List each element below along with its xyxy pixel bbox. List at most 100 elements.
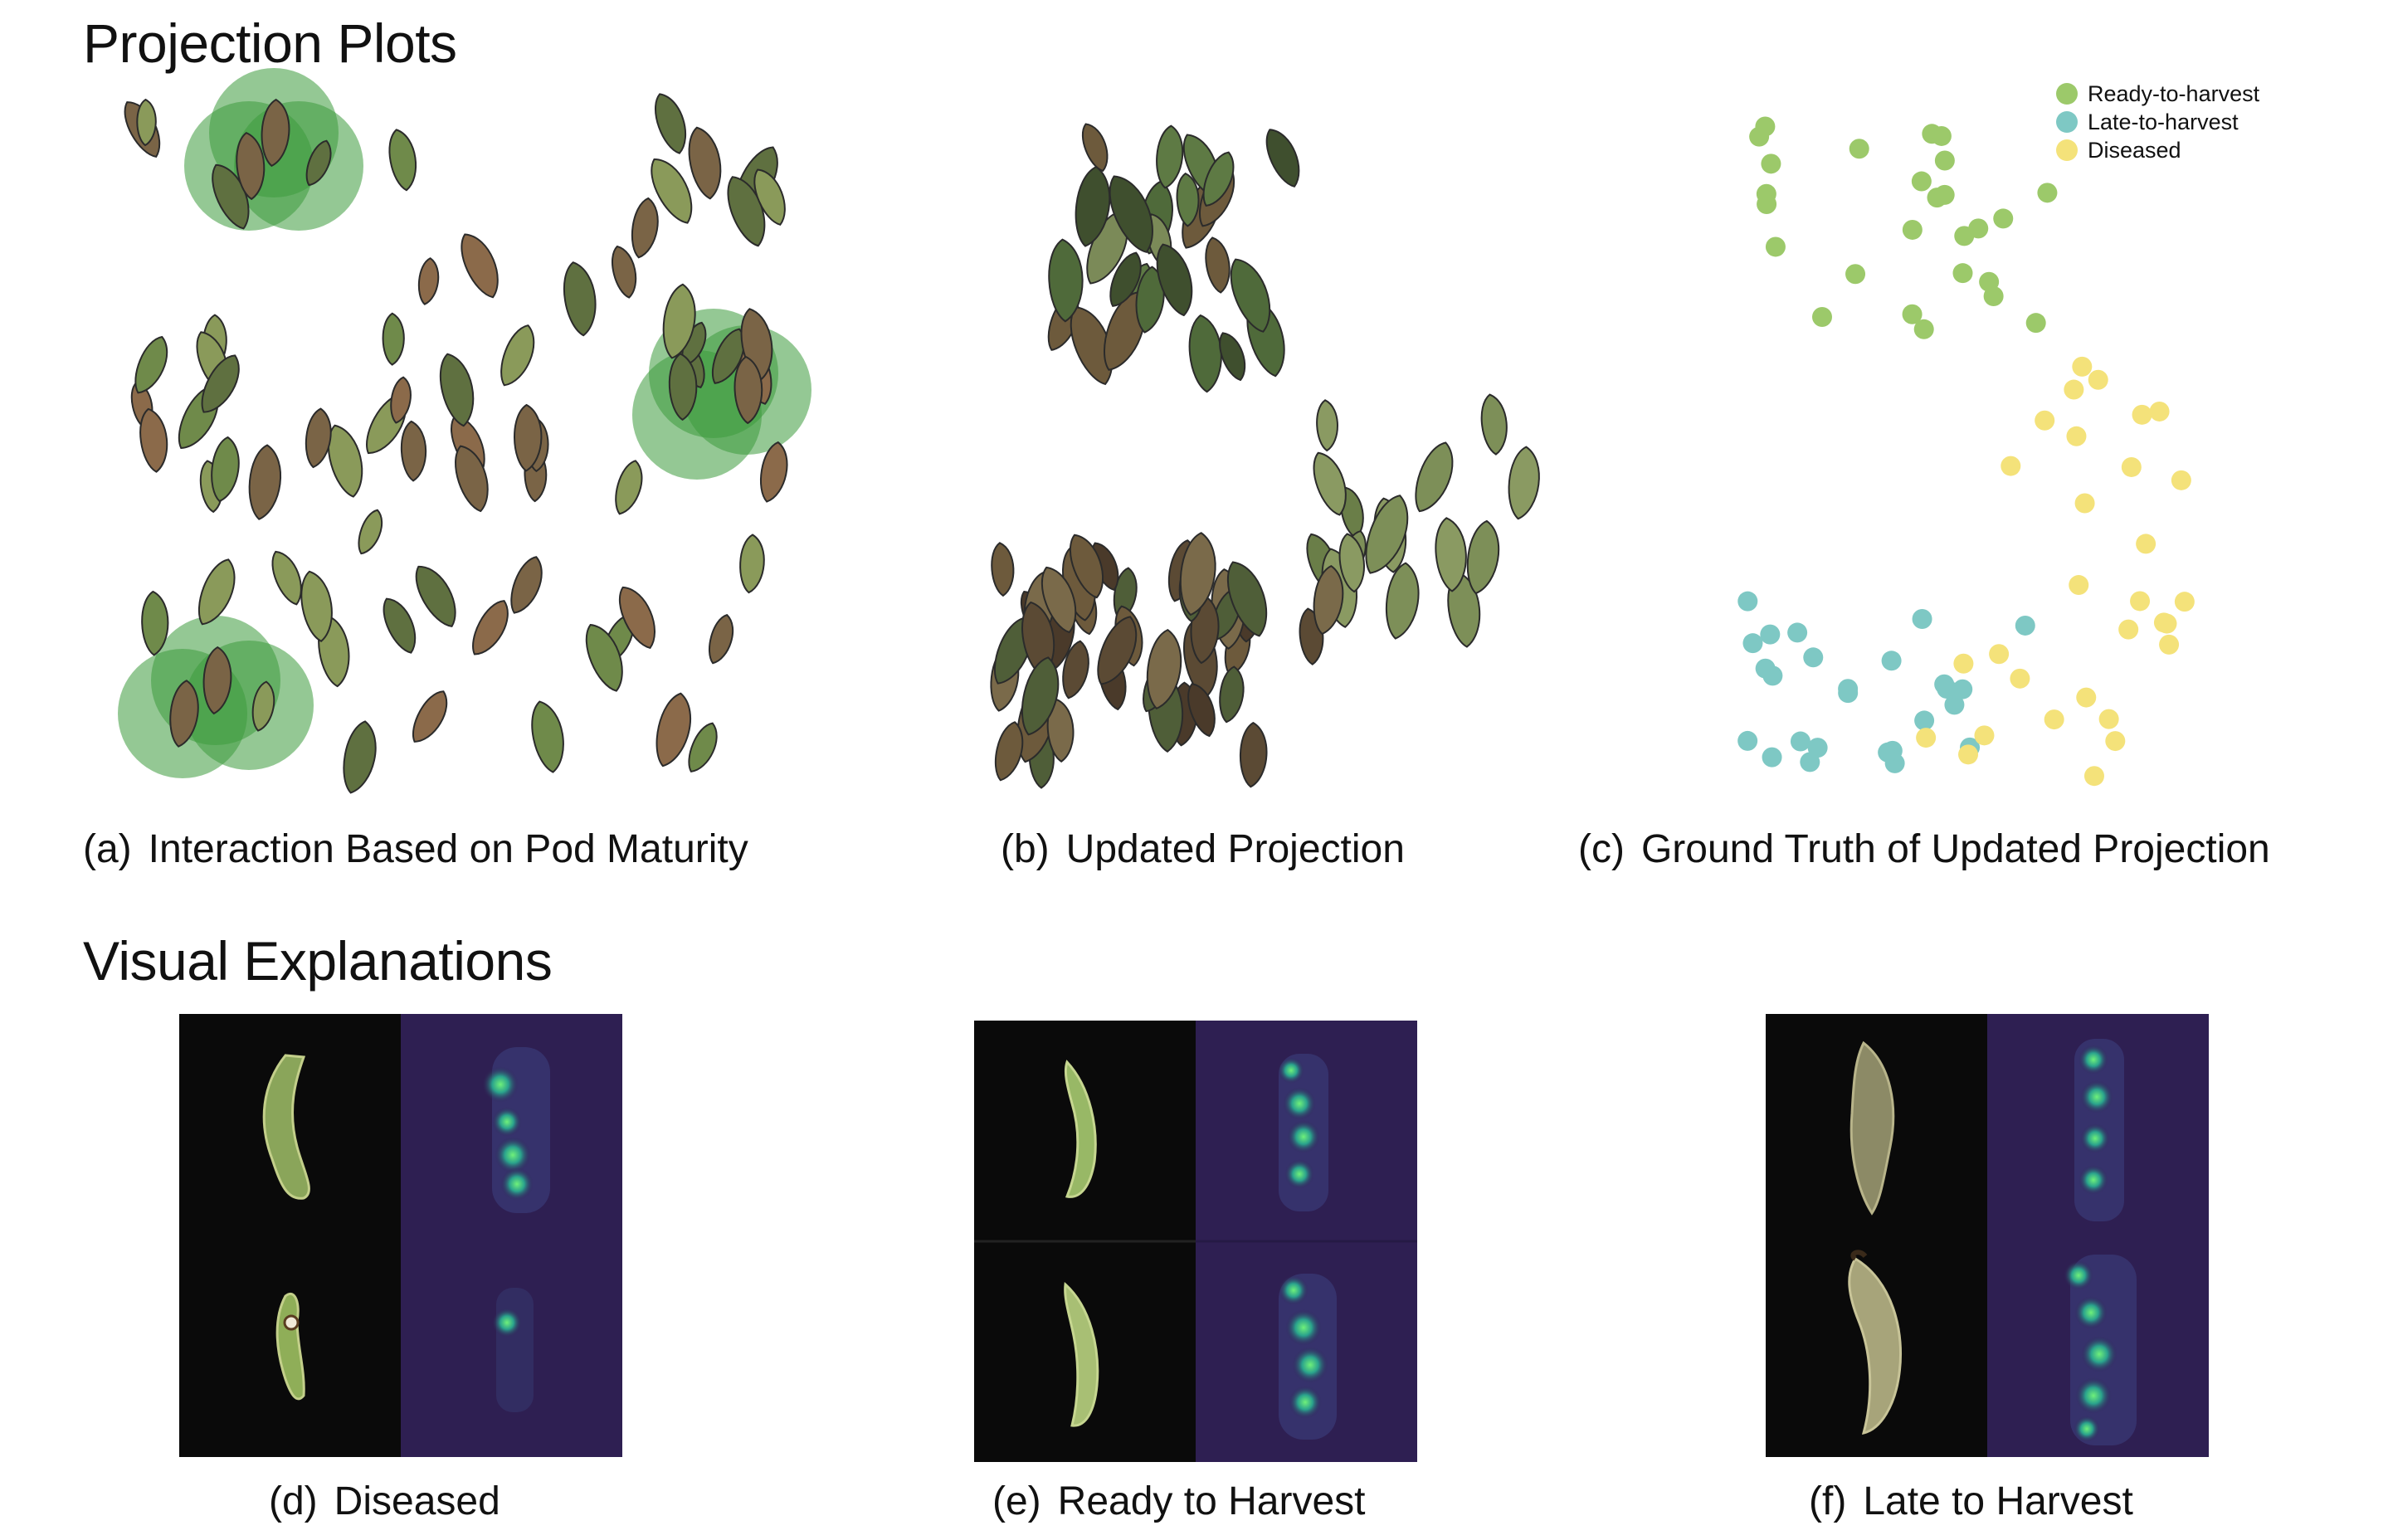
ground-truth-point <box>1845 264 1866 285</box>
legend-swatch-late <box>2056 111 2078 133</box>
caption-d-text: Diseased <box>334 1479 500 1523</box>
saliency-heatmaps <box>482 1047 550 1412</box>
caption-d: (d) Diseased <box>269 1479 500 1524</box>
pod-thumbnail <box>305 139 332 187</box>
ground-truth-point <box>1811 306 1832 327</box>
pod-thumbnail <box>1109 175 1153 253</box>
caption-a: (a) Interaction Based on Pod Maturity <box>83 826 748 872</box>
pod-thumbnail <box>1187 683 1216 738</box>
ground-truth-point <box>1944 694 1965 715</box>
ground-truth-point <box>2098 709 2119 729</box>
heatmap-column <box>401 1014 622 1457</box>
ground-truth-point <box>1989 644 2010 665</box>
pod-thumbnail <box>615 460 643 515</box>
pod-thumbnail <box>1075 165 1111 247</box>
ground-truth-point <box>2157 613 2177 634</box>
pod-thumbnail <box>139 407 168 473</box>
pod-thumbnail <box>662 283 696 359</box>
ground-truth-point <box>1931 125 1952 146</box>
pod-thumbnail <box>271 550 302 606</box>
ground-truth-point <box>1838 683 1859 704</box>
pod-thumbnail <box>655 93 687 154</box>
ground-truth-point <box>1954 226 1975 246</box>
pod-thumbnail <box>585 623 623 692</box>
pod-thumbnail <box>1230 258 1271 333</box>
pod-thumbnail <box>1239 722 1268 788</box>
saliency-heatmaps <box>2064 1039 2137 1445</box>
pod-thumbnail <box>461 233 499 299</box>
pod-thumbnail <box>651 158 693 224</box>
pod-thumbnail <box>261 98 290 168</box>
legend-label-late: Late-to-harvest <box>2088 109 2239 134</box>
legend-item-late: Late-to-harvest <box>2056 108 2259 136</box>
legend-item-ready: Ready-to-harvest <box>2056 80 2259 108</box>
pod-thumbnail <box>211 436 240 503</box>
pod-thumbnail <box>198 558 236 626</box>
pod-thumbnail <box>1219 665 1245 724</box>
pod-thumbnail <box>455 445 489 513</box>
pod-thumbnail <box>531 700 564 773</box>
pod-thumbnail <box>300 570 333 642</box>
pod-thumbnail <box>514 403 543 472</box>
ground-truth-point <box>1953 653 1974 674</box>
caption-e: (e) Ready to Harvest <box>992 1479 1366 1524</box>
ground-truth-point <box>2064 379 2084 400</box>
pod-thumbnail <box>655 692 692 768</box>
pod-thumbnail <box>343 720 377 794</box>
pod-thumbnail <box>439 353 475 427</box>
pod-thumbnail <box>994 721 1024 782</box>
ground-truth-point <box>1849 139 1869 159</box>
caption-c-text: Ground Truth of Updated Projection <box>1640 827 2270 871</box>
pod-thumbnail <box>1156 243 1193 317</box>
ground-truth-point <box>2083 766 2104 787</box>
ground-truth-point <box>1765 236 1786 257</box>
ground-truth-point <box>1912 609 1932 630</box>
pod-thumbnail <box>668 353 698 422</box>
pod-thumbnail <box>618 586 655 650</box>
pod-image <box>1849 1040 1895 1216</box>
ground-truth-point <box>1761 154 1781 174</box>
ground-truth-point <box>1934 184 1955 205</box>
ground-truth-point <box>2088 369 2108 390</box>
ground-truth-point <box>1790 731 1810 752</box>
caption-f-label: (f) <box>1809 1479 1847 1523</box>
pod-thumbnail <box>688 722 718 772</box>
pod-thumbnail <box>1070 534 1104 599</box>
pod-thumbnail <box>1040 566 1077 634</box>
caption-e-text: Ready to Harvest <box>1057 1479 1366 1523</box>
ground-truth-point <box>2149 401 2170 422</box>
pod-thumbnail <box>236 131 266 201</box>
ground-truth-point <box>2044 709 2064 730</box>
pod-thumbnail <box>727 176 766 247</box>
ground-truth-point <box>2001 456 2021 476</box>
pod-thumbnail <box>251 680 275 732</box>
saliency-heatmaps <box>1196 1054 1417 1440</box>
pod-thumbnail <box>417 257 440 305</box>
ground-truth-point <box>1993 208 2014 229</box>
pod-thumbnail <box>382 312 405 366</box>
pod-thumbnail <box>1480 393 1508 456</box>
ground-truth-point <box>1787 622 1808 643</box>
ground-truth-point <box>1803 647 1824 668</box>
pod-thumbnail <box>1365 495 1409 574</box>
ground-truth-point <box>2074 493 2095 514</box>
pod-thumbnail <box>1313 564 1344 636</box>
pod-image-column <box>179 1014 401 1457</box>
ground-truth-point <box>1762 747 1782 768</box>
caption-d-label: (d) <box>269 1479 318 1523</box>
ground-truth-point <box>2076 687 2097 708</box>
pod-thumbnail <box>202 646 232 715</box>
pod-images <box>974 1060 1196 1427</box>
pod-thumbnail <box>472 600 509 655</box>
pod-thumbnail <box>136 98 157 147</box>
pod-thumbnail <box>248 444 282 520</box>
legend-swatch-diseased <box>2056 139 2078 161</box>
explanation-panel-diseased <box>179 1014 622 1457</box>
pod-thumbnail <box>141 590 169 656</box>
pod-thumbnail <box>1265 129 1300 188</box>
pod-images <box>262 1054 310 1401</box>
pod-stem <box>1850 1250 1868 1261</box>
ground-truth-point <box>2105 731 2126 752</box>
ground-truth-point <box>1952 263 1973 284</box>
pod-thumbnail <box>169 680 199 748</box>
